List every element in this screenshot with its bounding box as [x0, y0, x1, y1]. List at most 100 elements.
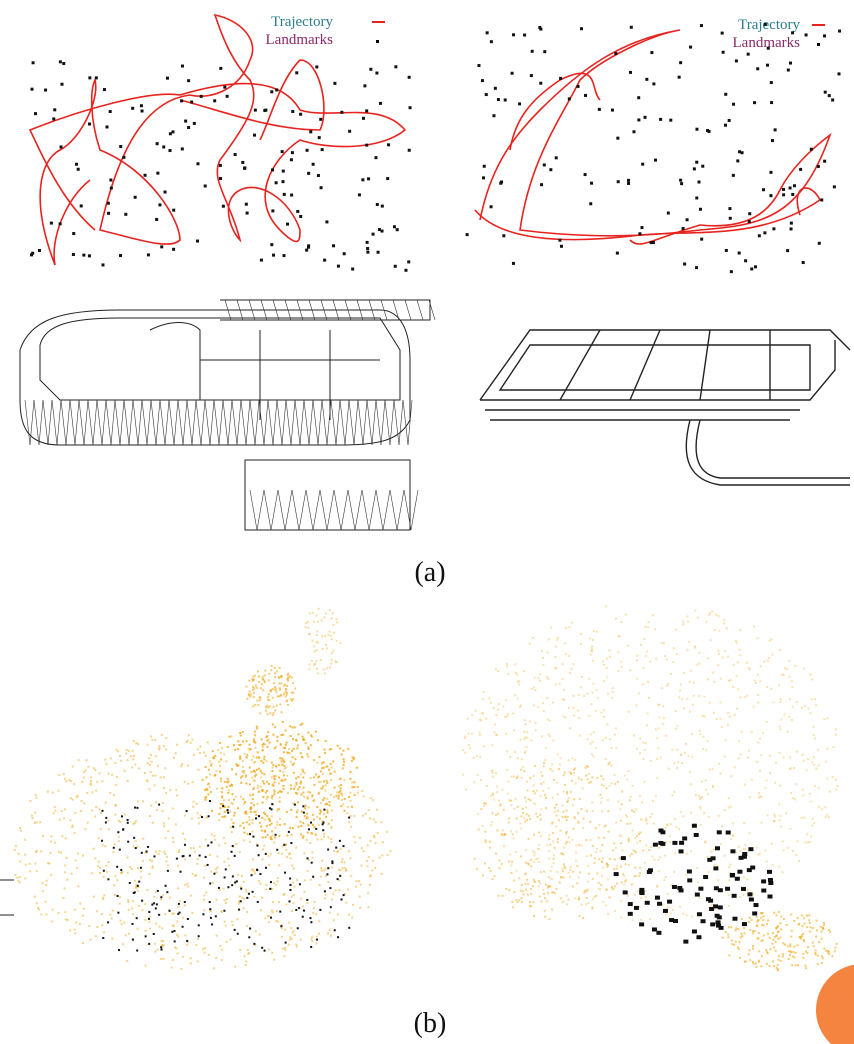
- mesh-edge: [385, 400, 390, 445]
- cloud-point: [307, 824, 309, 826]
- cloud-point: [658, 716, 660, 718]
- cloud-point: [259, 699, 261, 701]
- cloud-point: [760, 917, 762, 919]
- cloud-point: [519, 822, 521, 824]
- cloud-point: [338, 795, 340, 797]
- cloud-point: [675, 728, 677, 730]
- cloud-point: [254, 873, 256, 875]
- cloud-point: [86, 792, 88, 794]
- cloud-landmark: [348, 817, 350, 819]
- cloud-point: [766, 686, 768, 688]
- cloud-landmark: [295, 909, 297, 911]
- cloud-point: [190, 742, 192, 744]
- cloud-point: [221, 816, 223, 818]
- cloud-point: [557, 838, 559, 840]
- cloud-point: [73, 783, 75, 785]
- cloud-point: [611, 886, 613, 888]
- cloud-landmark: [742, 922, 747, 926]
- cloud-point: [752, 963, 754, 965]
- landmark: [158, 203, 161, 206]
- cloud-landmark: [710, 922, 715, 926]
- cloud-point: [690, 670, 692, 672]
- cloud-point: [661, 642, 663, 644]
- cloud-point: [478, 828, 480, 830]
- landmark: [72, 232, 75, 235]
- cloud-landmark: [275, 834, 277, 836]
- cloud-point: [542, 657, 544, 659]
- cloud-point: [324, 673, 326, 675]
- landmark: [75, 163, 78, 166]
- cloud-point: [752, 961, 754, 963]
- cloud-point: [230, 802, 232, 804]
- landmark: [134, 196, 137, 199]
- cloud-point: [635, 704, 637, 706]
- cloud-point: [559, 830, 561, 832]
- cloud-point: [347, 888, 349, 890]
- cloud-point: [542, 664, 544, 666]
- cloud-point: [489, 841, 491, 843]
- cloud-point: [529, 720, 531, 722]
- cloud-landmark: [148, 911, 150, 913]
- cloud-landmark: [155, 907, 157, 909]
- mesh-edge: [327, 490, 334, 530]
- cloud-landmark: [735, 877, 740, 881]
- mesh-edge: [183, 400, 187, 445]
- cloud-point: [173, 913, 175, 915]
- cloud-point: [145, 965, 147, 967]
- cloud-point: [142, 860, 144, 862]
- cloud-point: [306, 902, 308, 904]
- cloud-point: [816, 929, 818, 931]
- cloud-point: [293, 748, 295, 750]
- cloud-point: [243, 827, 245, 829]
- cloud-point: [802, 789, 804, 791]
- cloud-point: [127, 759, 129, 761]
- cloud-point: [780, 826, 782, 828]
- cloud-point: [242, 741, 244, 743]
- cloud-point: [686, 853, 688, 855]
- cloud-point: [303, 796, 305, 798]
- cloud-point: [137, 800, 139, 802]
- landmark: [246, 212, 249, 215]
- cloud-point: [518, 877, 520, 879]
- mesh-edge: [57, 400, 61, 445]
- cloud-landmark: [303, 812, 305, 814]
- cloud-landmark: [621, 856, 626, 860]
- cloud-landmark: [703, 875, 708, 879]
- cloud-point: [513, 880, 515, 882]
- cloud-point: [177, 887, 179, 889]
- cloud-landmark: [337, 878, 339, 880]
- cloud-point: [219, 742, 221, 744]
- cloud-point: [263, 812, 265, 814]
- landmark: [169, 132, 172, 135]
- cloud-point: [149, 915, 151, 917]
- caption: (a): [414, 557, 445, 588]
- cloud-point: [721, 825, 723, 827]
- cloud-point: [629, 799, 631, 801]
- cloud-point: [311, 660, 313, 662]
- cloud-point: [573, 772, 575, 774]
- landmark: [490, 40, 493, 43]
- cloud-landmark: [754, 903, 759, 907]
- cloud-point: [132, 913, 134, 915]
- cloud-point: [637, 890, 639, 892]
- cloud-point: [286, 685, 288, 687]
- cloud-point: [569, 672, 571, 674]
- cloud-point: [760, 796, 762, 798]
- cloud-point: [655, 795, 657, 797]
- cloud-point: [242, 766, 244, 768]
- cloud-point: [567, 872, 569, 874]
- cloud-point: [91, 810, 93, 812]
- cloud-point: [330, 779, 332, 781]
- cloud-point: [601, 797, 603, 799]
- cloud-point: [603, 837, 605, 839]
- cloud-point: [616, 865, 618, 867]
- cloud-point: [262, 689, 264, 691]
- cloud-point: [538, 677, 540, 679]
- cloud-point: [491, 878, 493, 880]
- cloud-landmark: [652, 927, 657, 931]
- cloud-point: [67, 919, 69, 921]
- cloud-point: [730, 838, 732, 840]
- cloud-point: [483, 691, 485, 693]
- landmark: [348, 130, 351, 133]
- cloud-point: [606, 787, 608, 789]
